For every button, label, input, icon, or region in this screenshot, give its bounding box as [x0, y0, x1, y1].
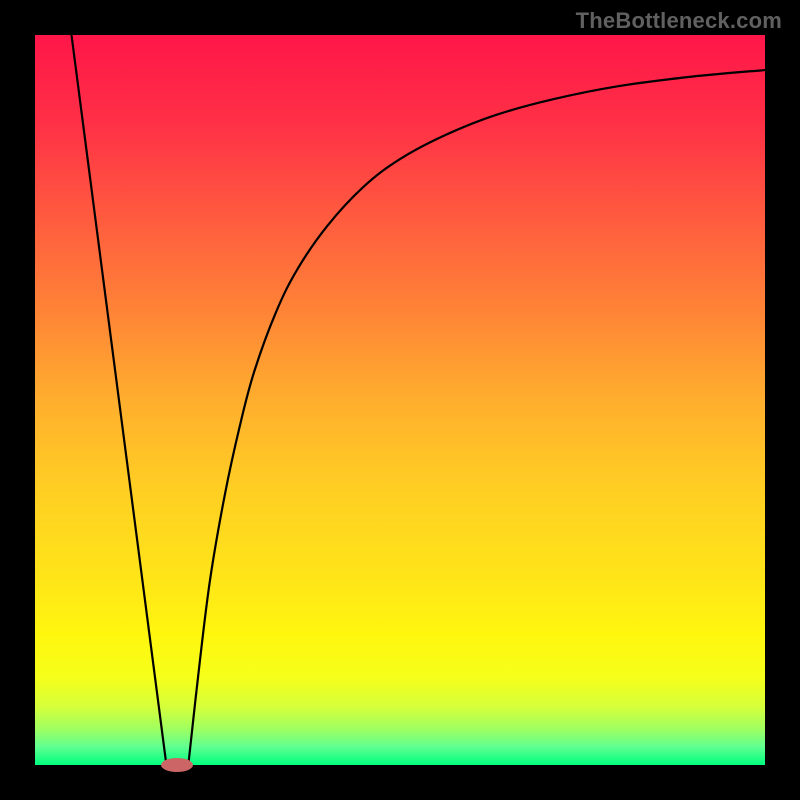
plot-svg — [35, 35, 765, 765]
watermark-text: TheBottleneck.com — [576, 8, 782, 34]
plot-area — [35, 35, 765, 765]
chart-container: TheBottleneck.com — [0, 0, 800, 800]
gradient-background — [35, 35, 765, 765]
minimum-marker — [161, 758, 193, 772]
